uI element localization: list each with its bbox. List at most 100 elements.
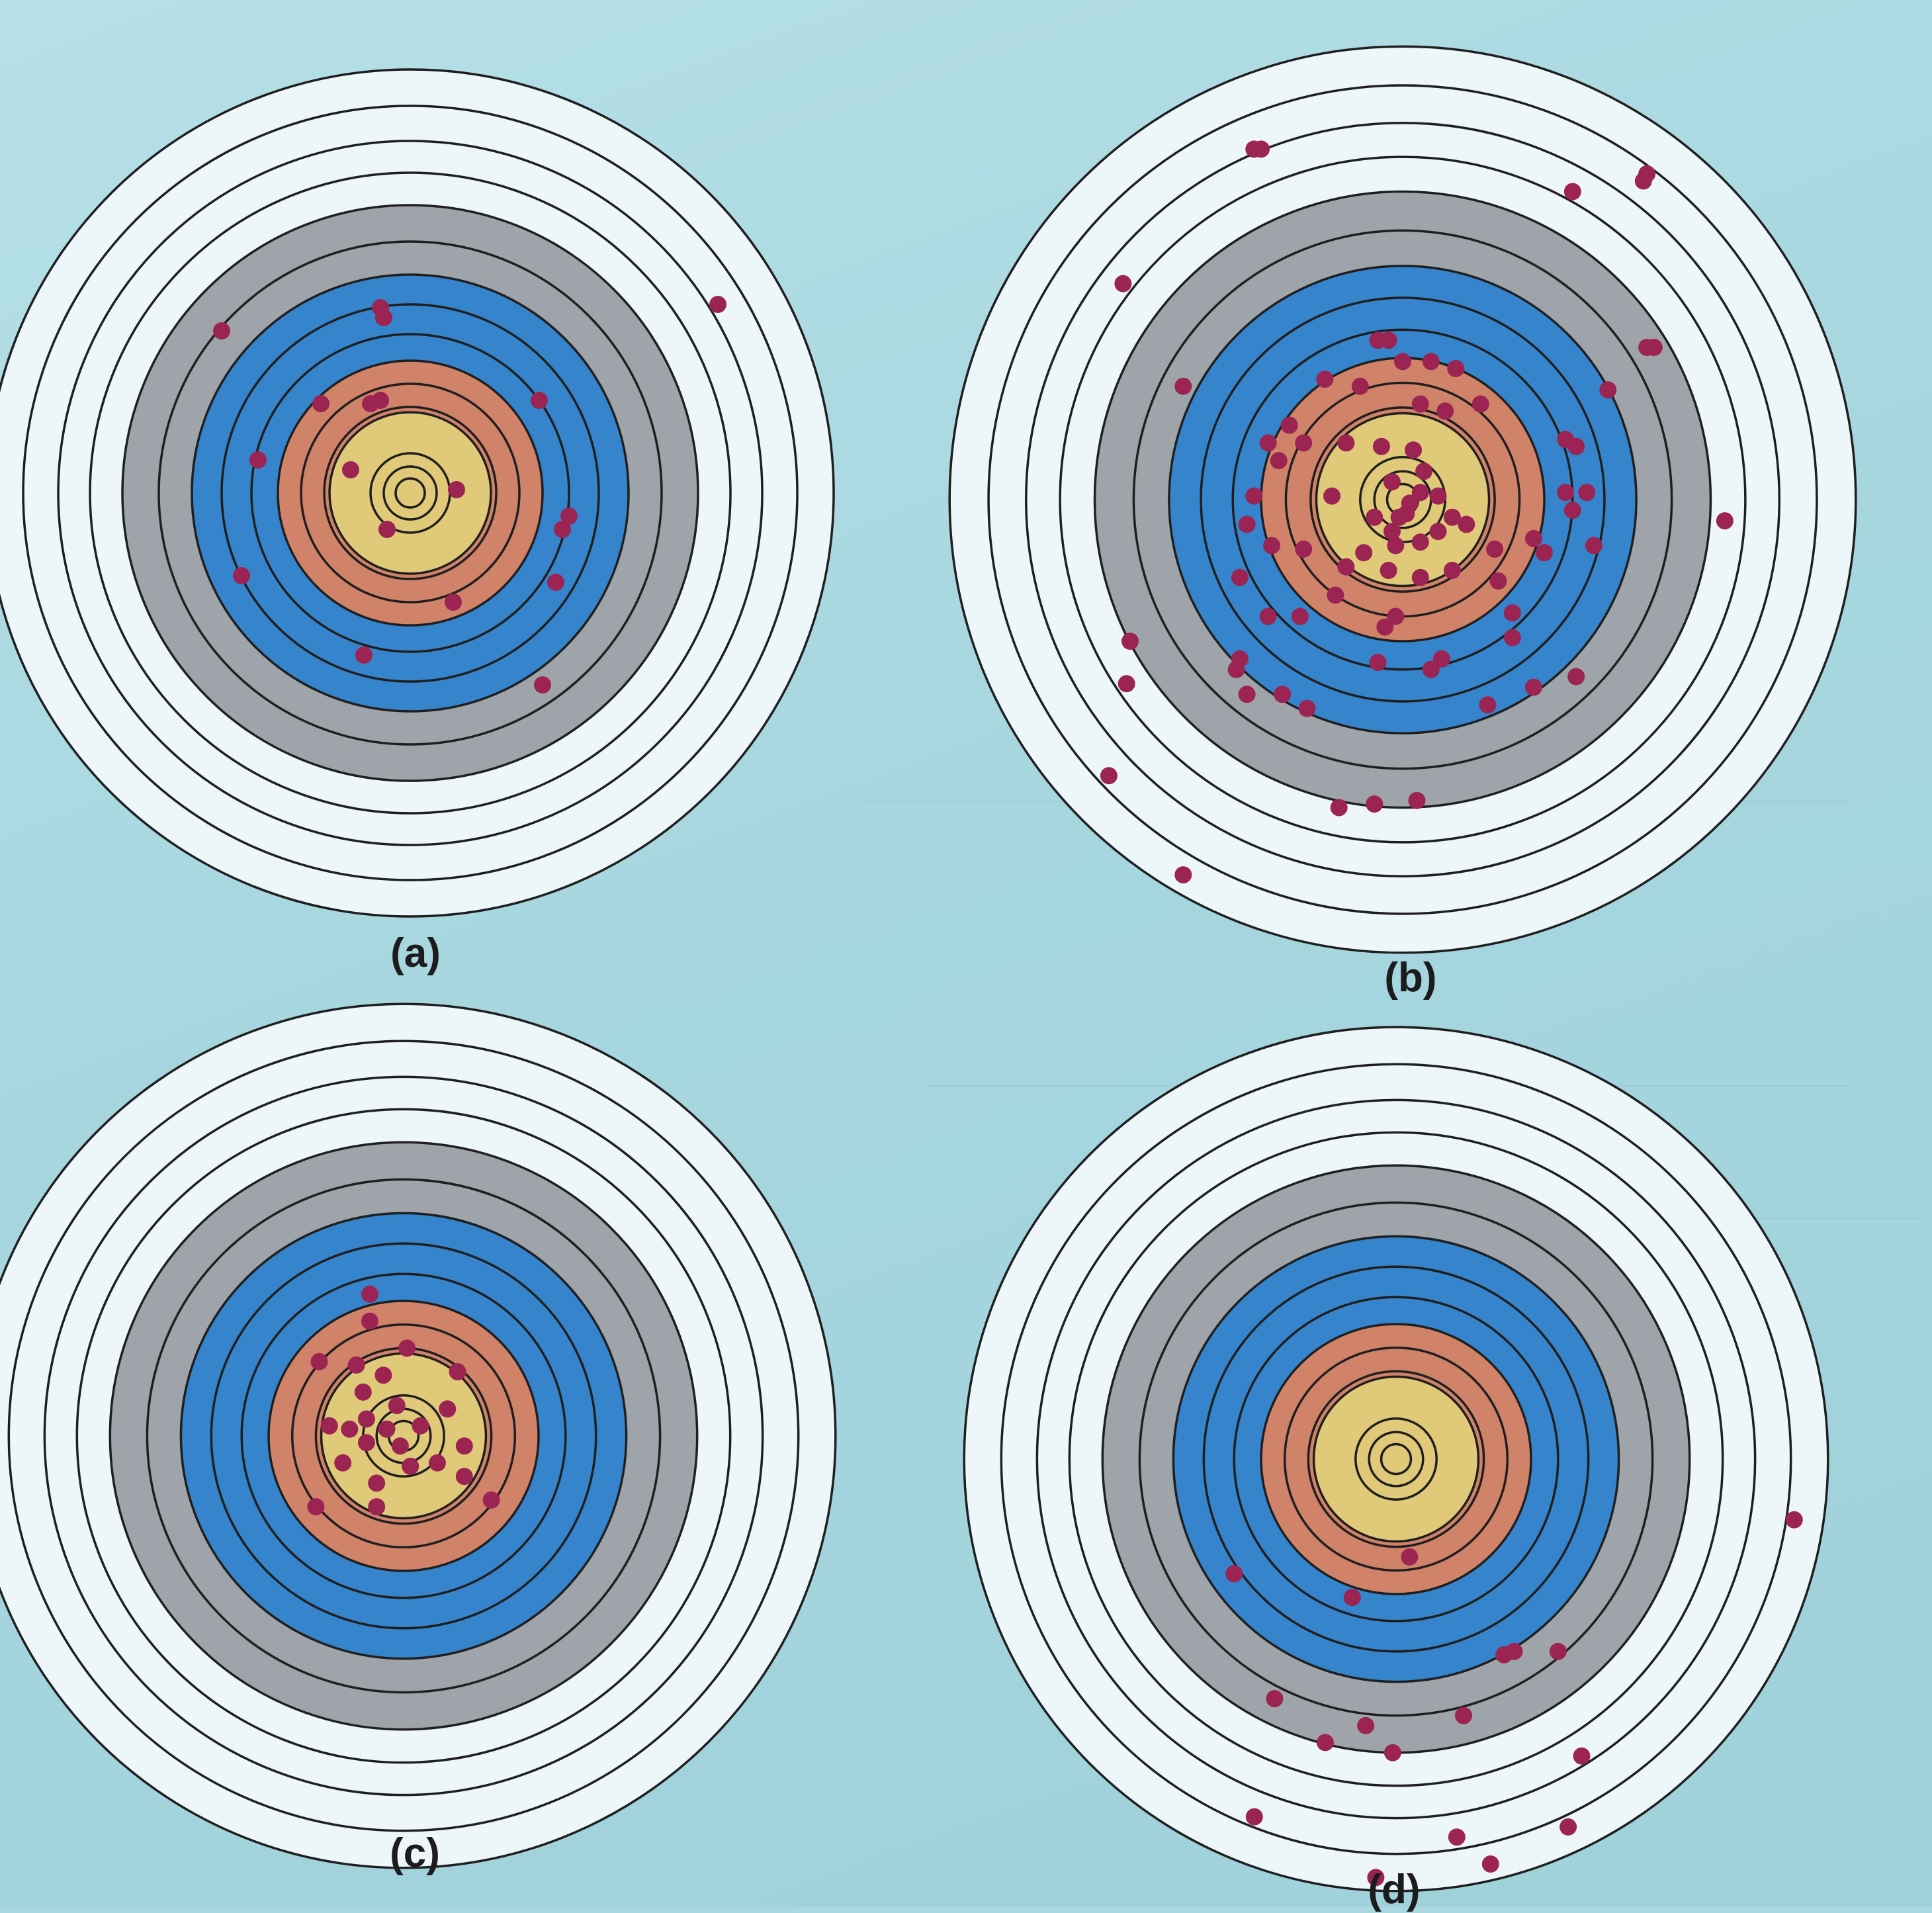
hit-mark [1337,434,1355,452]
hit-mark [1383,473,1401,491]
hit-mark [1405,441,1423,459]
hit-mark [1479,696,1497,714]
hit-mark [1280,416,1298,434]
hit-mark [1355,544,1373,562]
hit-mark [1422,353,1440,371]
hit-mark [1323,487,1340,505]
hit-mark [1471,395,1489,413]
hit-mark [1372,437,1390,455]
hit-mark [1443,562,1461,579]
hit-mark [1716,512,1734,530]
hit-mark [1295,434,1313,452]
hit-mark [378,521,396,538]
hit-mark [1343,1589,1361,1607]
hit-mark [1245,1808,1263,1826]
ring-gold [394,477,426,509]
hit-mark [1295,540,1313,558]
hits-d [1225,1511,1803,1887]
caption-b: (b) [1384,955,1437,1001]
hit-mark [1238,686,1256,703]
hit-mark [1585,537,1603,555]
hit-mark [1174,866,1192,884]
hit-mark [1429,487,1447,505]
hit-mark [312,395,329,412]
hit-mark [448,481,465,498]
hits-a [213,296,726,693]
hit-mark [307,1498,325,1516]
hit-mark [1316,1734,1334,1752]
hit-mark [1563,502,1581,519]
hit-mark [1366,508,1383,526]
hit-mark [1231,568,1249,586]
hit-mark [1481,1855,1499,1873]
target-b [948,45,1857,954]
hit-mark [1557,484,1575,502]
hit-mark [213,322,230,339]
hit-mark [249,451,267,468]
hit-mark [1447,360,1465,378]
hit-mark [1415,463,1433,480]
hit-mark [368,1498,386,1516]
hit-mark [1274,686,1292,703]
hit-mark [1411,533,1429,551]
hit-mark [1387,607,1405,625]
hit-mark [1785,1511,1803,1529]
hit-mark [361,1312,378,1330]
hit-mark [1367,1869,1385,1887]
hit-mark [374,1366,392,1384]
hit-mark [1536,544,1553,562]
hit-mark [1524,678,1542,696]
hit-mark [368,1474,386,1492]
ring-gold [1380,1443,1413,1476]
hit-mark [1114,275,1132,292]
hit-mark [1505,1642,1523,1660]
hit-mark [1174,377,1192,395]
hit-mark [388,1397,406,1415]
hit-mark [554,521,571,538]
hit-mark [1118,675,1135,693]
caption-c: (c) [390,1830,440,1876]
hit-mark [1567,437,1585,455]
hit-mark [1486,540,1504,558]
hit-mark [1638,165,1656,183]
hit-mark [1380,562,1397,579]
hit-mark [320,1417,338,1435]
hit-mark [482,1491,500,1509]
hit-mark [1369,654,1387,672]
hit-mark [1573,1747,1591,1765]
hit-mark [547,574,564,591]
hit-mark [412,1417,429,1435]
hit-mark [402,1457,419,1475]
hit-mark [1411,395,1429,413]
caption-a: (a) [390,930,441,976]
caption-d: (d) [1368,1867,1421,1912]
hit-mark [1238,515,1256,533]
hit-mark [1408,791,1426,809]
hit-mark [334,1454,352,1472]
hit-mark [1121,633,1139,650]
hit-mark [1376,618,1394,636]
hit-mark [1645,338,1663,356]
hit-mark [1436,402,1454,420]
hit-mark [1397,505,1415,523]
hit-mark [1503,604,1521,622]
hit-mark [560,508,578,525]
hits-b [1100,140,1734,884]
hit-mark [1422,660,1440,678]
hit-mark [1327,586,1344,604]
hit-mark [1429,523,1447,541]
hit-mark [1369,332,1387,349]
target-d [963,1026,1829,1892]
hit-mark [1351,377,1369,395]
hits-c [307,1285,500,1516]
hit-mark [1100,767,1118,785]
hit-mark [357,1434,375,1452]
hit-mark [1578,484,1596,502]
hit-mark [1503,629,1521,646]
hit-mark [1394,353,1411,371]
hit-mark [1270,452,1288,470]
hit-mark [1383,523,1401,541]
hit-mark [1298,699,1316,717]
hit-mark [357,1410,375,1428]
